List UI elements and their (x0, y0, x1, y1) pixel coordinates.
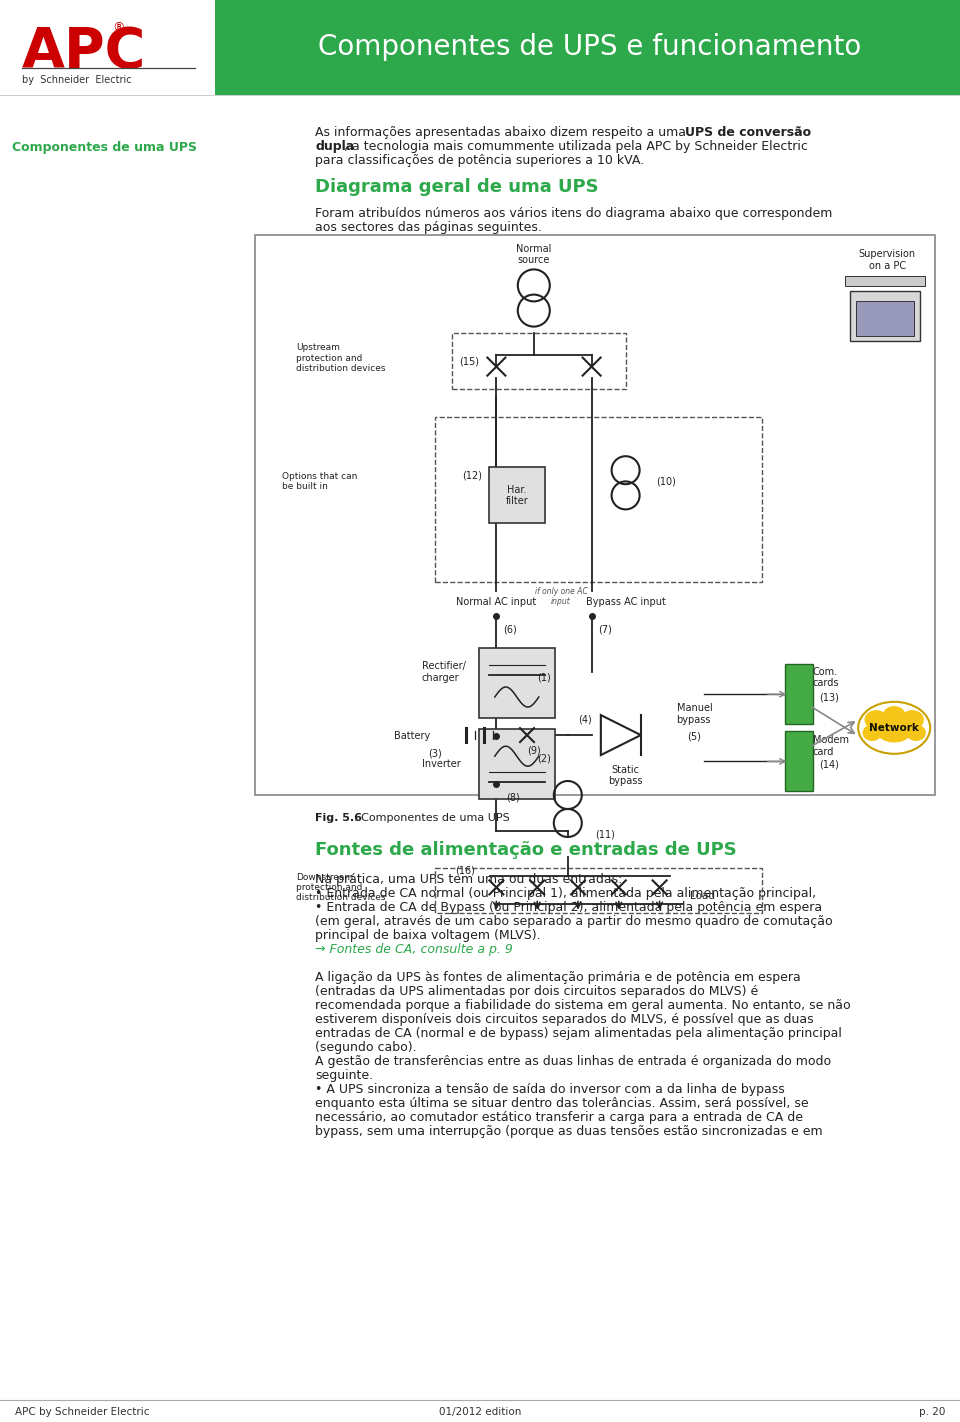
Bar (856, 301, 914, 336)
Text: As informações apresentadas abaixo dizem respeito a uma: As informações apresentadas abaixo dizem… (315, 127, 690, 139)
Bar (845, 276, 925, 286)
Text: 01/2012 edition: 01/2012 edition (439, 1406, 521, 1416)
Text: Fig. 5.6: Fig. 5.6 (315, 813, 362, 823)
Bar (850, 292, 920, 341)
Text: (6): (6) (503, 624, 516, 634)
Bar (435, 867, 761, 913)
Text: recomendada porque a fiabilidade do sistema em geral aumenta. No entanto, se não: recomendada porque a fiabilidade do sist… (315, 1000, 851, 1012)
Text: Normal AC input: Normal AC input (456, 597, 537, 607)
Text: p. 20: p. 20 (919, 1406, 945, 1416)
Bar (489, 468, 544, 523)
Text: Static
bypass: Static bypass (609, 765, 643, 786)
Text: by  Schneider  Electric: by Schneider Electric (22, 75, 132, 85)
Text: Network: Network (869, 722, 919, 732)
Text: Na prática, uma UPS tem uma ou duas entradas:: Na prática, uma UPS tem uma ou duas entr… (315, 873, 622, 886)
Ellipse shape (884, 707, 904, 721)
Text: Modem
card: Modem card (812, 735, 849, 757)
Text: (2): (2) (538, 754, 551, 764)
Text: (4): (4) (578, 714, 591, 724)
Text: (3): (3) (428, 748, 443, 758)
Text: (11): (11) (595, 829, 614, 839)
Ellipse shape (863, 725, 881, 741)
Text: Options that can
be built in: Options that can be built in (282, 472, 357, 491)
Text: Foram atribuídos números aos vários itens do diagrama abaixo que correspondem: Foram atribuídos números aos vários iten… (315, 208, 832, 220)
Text: enquanto esta última se situar dentro das tolerâncias. Assim, será possível, se: enquanto esta última se situar dentro da… (315, 1096, 808, 1111)
Text: aos sectores das páginas seguintes.: aos sectores das páginas seguintes. (315, 220, 541, 235)
Text: APC: APC (22, 26, 146, 80)
Text: . Componentes de uma UPS: . Componentes de uma UPS (354, 813, 510, 823)
Text: Com.
cards: Com. cards (812, 667, 839, 688)
Bar (479, 729, 555, 799)
Text: estiverem disponíveis dois circuitos separados do MLVS, é possível que as duas: estiverem disponíveis dois circuitos sep… (315, 1012, 814, 1027)
Text: dupla: dupla (315, 139, 354, 154)
Text: principal de baixa voltagem (MLVS).: principal de baixa voltagem (MLVS). (315, 929, 540, 941)
Text: Componentes de uma UPS: Componentes de uma UPS (12, 142, 197, 155)
Text: Har.
filter: Har. filter (505, 485, 528, 506)
Text: Fontes de alimentação e entradas de UPS: Fontes de alimentação e entradas de UPS (315, 840, 736, 859)
Text: Bypass AC input: Bypass AC input (586, 597, 665, 607)
Text: Supervision
on a PC: Supervision on a PC (859, 249, 916, 272)
Text: (9): (9) (527, 745, 540, 755)
Text: UPS de conversão: UPS de conversão (685, 127, 811, 139)
Text: • Entrada de CA normal (ou Principal 1), alimentada pela alimentação principal,: • Entrada de CA normal (ou Principal 1),… (315, 887, 816, 900)
Text: (1): (1) (538, 673, 551, 683)
Text: Componentes de UPS e funcionamento: Componentes de UPS e funcionamento (319, 33, 862, 61)
Text: entradas de CA (normal e de bypass) sejam alimentadas pela alimentação principal: entradas de CA (normal e de bypass) seja… (315, 1027, 842, 1039)
Text: Diagrama geral de uma UPS: Diagrama geral de uma UPS (315, 178, 599, 196)
Bar (215, 0, 960, 95)
Text: ®: ® (112, 21, 125, 34)
Ellipse shape (907, 725, 925, 741)
Text: (15): (15) (459, 356, 479, 365)
Text: → Fontes de CA, consulte a p. 9: → Fontes de CA, consulte a p. 9 (315, 943, 513, 956)
Text: APC by Schneider Electric: APC by Schneider Electric (15, 1406, 150, 1416)
Text: if only one AC
input: if only one AC input (535, 586, 588, 606)
Text: (em geral, através de um cabo separado a partir do mesmo quadro de comutação: (em geral, através de um cabo separado a… (315, 914, 832, 929)
Text: (14): (14) (820, 759, 839, 769)
Bar (0, 0, 215, 95)
Text: seguinte.: seguinte. (315, 1069, 373, 1082)
Bar (255, 235, 935, 795)
Text: (7): (7) (598, 624, 612, 634)
Text: (8): (8) (507, 793, 520, 803)
Text: A gestão de transferências entre as duas linhas de entrada é organizada do modo: A gestão de transferências entre as duas… (315, 1055, 831, 1068)
Text: (12): (12) (463, 471, 482, 481)
Ellipse shape (876, 714, 913, 742)
Text: A ligação da UPS às fontes de alimentação primária e de potência em espera: A ligação da UPS às fontes de alimentaçã… (315, 971, 801, 984)
Text: Rectifier/
charger: Rectifier/ charger (421, 661, 466, 683)
Text: para classificações de potência superiores a 10 kVA.: para classificações de potência superior… (315, 154, 644, 166)
Bar (452, 333, 626, 390)
Text: (entradas da UPS alimentadas por dois circuitos separados do MLVS) é: (entradas da UPS alimentadas por dois ci… (315, 985, 758, 998)
Bar (479, 648, 555, 718)
Text: Downstream
protection and
distribution devices: Downstream protection and distribution d… (296, 873, 385, 903)
Text: Manuel
bypass: Manuel bypass (677, 702, 712, 725)
Text: necessário, ao comutador estático transferir a carga para a entrada de CA de: necessário, ao comutador estático transf… (315, 1111, 803, 1123)
Ellipse shape (865, 711, 887, 729)
Text: (16): (16) (456, 866, 475, 876)
Text: • A UPS sincroniza a tensão de saída do inversor com a da linha de bypass: • A UPS sincroniza a tensão de saída do … (315, 1084, 784, 1096)
Bar (435, 417, 761, 582)
Text: (10): (10) (657, 476, 676, 486)
Text: Upstream
protection and
distribution devices: Upstream protection and distribution dev… (296, 343, 385, 373)
Text: • Entrada de CA de Bypass (ou Principal 2), alimentada pela potência em espera: • Entrada de CA de Bypass (ou Principal … (315, 902, 822, 914)
Text: (13): (13) (820, 693, 839, 702)
Text: Inverter: Inverter (421, 759, 461, 769)
Text: (5): (5) (686, 731, 701, 741)
Bar (785, 731, 813, 792)
Text: Battery: Battery (395, 731, 431, 741)
Text: , a tecnologia mais comummente utilizada pela APC by Schneider Electric: , a tecnologia mais comummente utilizada… (344, 139, 808, 154)
Text: (segundo cabo).: (segundo cabo). (315, 1041, 417, 1054)
Text: bypass, sem uma interrupção (porque as duas tensões estão sincronizadas e em: bypass, sem uma interrupção (porque as d… (315, 1125, 823, 1138)
Text: Normal
source: Normal source (516, 243, 551, 266)
Text: Load: Load (690, 890, 715, 900)
Ellipse shape (901, 711, 924, 729)
Bar (785, 664, 813, 724)
